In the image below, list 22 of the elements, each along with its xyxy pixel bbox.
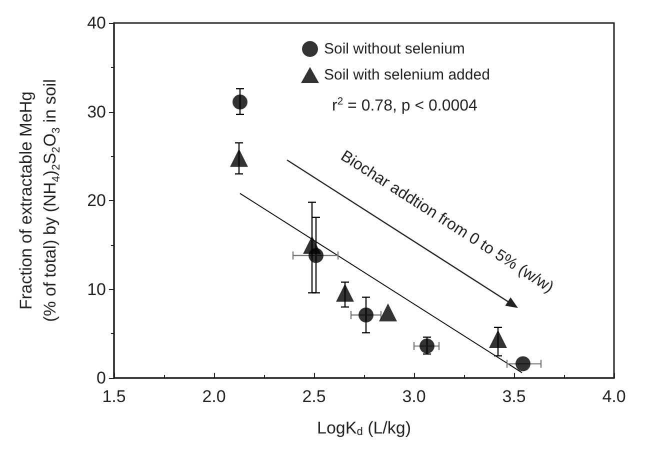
y-tick-label: 10 <box>87 280 106 299</box>
x-tick-label: 1.5 <box>102 387 126 406</box>
legend-label: Soil without selenium <box>324 40 465 58</box>
x-tick-label: 4.0 <box>602 387 626 406</box>
y-tick-label: 20 <box>87 191 106 210</box>
y-tick-label: 40 <box>87 14 106 32</box>
x-tick-label: 3.0 <box>402 387 426 406</box>
point <box>303 236 321 254</box>
legend-label: Soil with selenium added <box>324 66 490 84</box>
x-tick-label: 2.5 <box>302 387 326 406</box>
point <box>230 148 248 167</box>
point <box>379 303 397 322</box>
y-tick-label: 0 <box>96 368 106 388</box>
x-tick-label: 2.0 <box>202 387 226 406</box>
point <box>516 356 530 372</box>
point <box>489 330 507 348</box>
point <box>336 284 354 302</box>
x-tick-label: 3.5 <box>502 387 526 406</box>
point <box>358 307 374 322</box>
point <box>232 94 248 110</box>
point <box>420 338 434 354</box>
y-tick-label: 30 <box>87 102 106 122</box>
